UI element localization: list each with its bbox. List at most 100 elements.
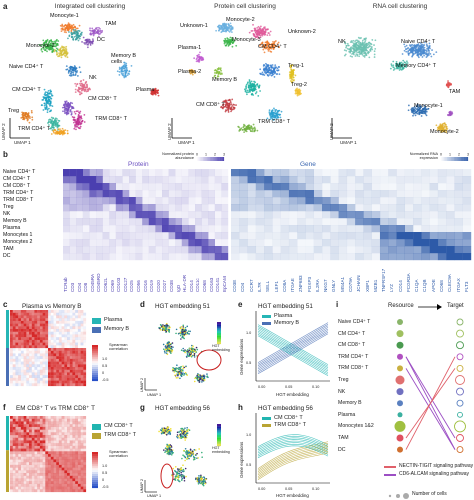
corr-cell (29, 448, 32, 452)
corr-cell (26, 426, 30, 430)
corr-cell (50, 372, 54, 376)
corr-cell (31, 315, 35, 319)
colorbar-step (197, 157, 199, 161)
corr-cell (58, 318, 62, 321)
resource-node (396, 388, 404, 396)
heatmap-cell (288, 232, 298, 240)
corr-cell (64, 478, 68, 482)
series-line-2 (257, 323, 329, 365)
corr-cell (58, 429, 62, 433)
heatmap-cell (305, 197, 314, 205)
corr-cell (29, 432, 32, 436)
corr-cell (20, 380, 24, 384)
correlation-heatmap-plasma-vs-memoryb (6, 310, 87, 387)
corr-cell (29, 383, 32, 387)
heatmap-cell (142, 183, 149, 191)
embedding-point (187, 428, 190, 431)
corr-cell (15, 364, 19, 368)
corr-cell (20, 361, 24, 365)
corr-cell (80, 456, 84, 460)
colorbar-tick: 2 (214, 153, 216, 157)
heatmap-cell (188, 211, 196, 219)
corr-cell (39, 380, 43, 384)
heatmap-cell (404, 232, 414, 240)
corr-cell (37, 375, 40, 378)
corr-cell (26, 315, 30, 319)
heatmap-cell (247, 246, 257, 254)
corr-cell (18, 467, 21, 471)
corr-cell (12, 456, 16, 460)
corr-cell (37, 473, 40, 476)
corr-cell (64, 358, 68, 362)
heatmap-cell (297, 176, 306, 184)
heatmap-cell (89, 239, 97, 247)
heatmap-column-label: CD3 (69, 282, 75, 292)
colorbar-step (465, 157, 467, 161)
corr-cell (23, 486, 27, 490)
corr-cell (45, 454, 49, 457)
corr-cell (72, 358, 76, 362)
heatmap-cell (122, 197, 130, 205)
corr-cell (18, 367, 21, 370)
embedding-point (183, 374, 185, 376)
heatmap-cell (322, 225, 331, 233)
corr-cell (72, 326, 76, 330)
corr-cell (31, 342, 35, 346)
corr-cell (29, 416, 32, 419)
corr-cell (67, 448, 70, 452)
corr-cell (37, 440, 40, 444)
heatmap-cell (181, 253, 189, 261)
embedding-point (171, 450, 173, 452)
embedding-point (194, 478, 197, 481)
corr-cell (20, 448, 24, 452)
corr-cell (39, 440, 43, 444)
corr-cell (69, 380, 73, 384)
embedding-point (192, 348, 194, 351)
corr-cell (48, 345, 51, 349)
heatmap-cell (264, 225, 273, 233)
corr-cell (53, 356, 57, 359)
colorbar-step (217, 330, 221, 334)
corr-cell (12, 383, 16, 387)
corr-cell (34, 364, 38, 368)
panel-e-xtick-3: 0.10 (312, 385, 320, 389)
rna-label-memory-cd4: Memory CD4⁺ T (396, 63, 437, 69)
corr-cell (31, 326, 35, 330)
corr-cell (56, 358, 59, 362)
corr-cell (45, 334, 49, 338)
integrated-label-cm-cd8: CM CD8⁺ T (88, 96, 117, 102)
heatmap-cell (162, 239, 169, 247)
corr-cell (50, 326, 54, 330)
corr-cell (64, 310, 68, 313)
gene-expression-lines-h (255, 413, 330, 484)
corr-cell (61, 454, 65, 457)
corr-cell (80, 432, 84, 436)
legend-h-swatch-trm-cd8 (262, 424, 271, 428)
corr-cell (29, 459, 32, 463)
heatmap-cell (313, 204, 323, 212)
corr-cell (37, 323, 40, 327)
corr-cell (58, 356, 62, 359)
umap-cluster (47, 116, 61, 131)
corr-cell (45, 342, 49, 346)
embedding-point (186, 456, 189, 458)
corr-cell (72, 345, 76, 349)
corr-cell (48, 350, 51, 354)
heatmap-cell (155, 176, 163, 184)
corr-cell (26, 489, 30, 493)
corr-cell (83, 435, 87, 438)
heatmap-cell (437, 169, 447, 177)
corr-cell (26, 380, 30, 384)
colorbar-step (92, 482, 98, 485)
corr-cell (18, 353, 21, 357)
heatmap-cell (338, 176, 348, 184)
corr-cell (78, 345, 81, 348)
arrow-head (437, 304, 442, 310)
heatmap-cell (288, 218, 298, 226)
corr-cell (64, 350, 68, 354)
corr-cell (53, 426, 57, 430)
panel-f-title: EM CD8⁺ T vs TRM CD8⁺ T (16, 405, 95, 412)
corr-cell (69, 454, 73, 457)
corr-cell (34, 429, 38, 433)
corr-cell (37, 426, 40, 430)
